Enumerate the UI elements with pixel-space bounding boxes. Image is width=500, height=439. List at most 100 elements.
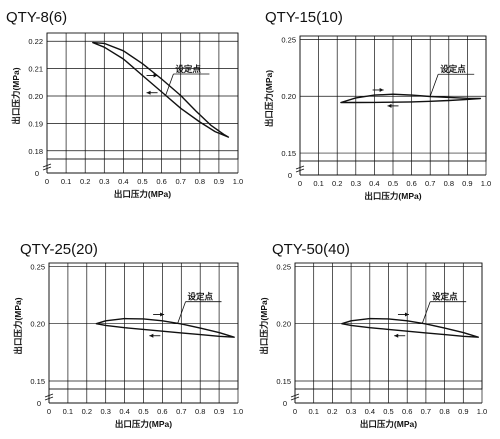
arrow-head: [149, 333, 154, 338]
x-axis-label: 出口压力(MPa): [114, 189, 171, 199]
y-axis-label: 出口压力(MPa): [11, 67, 21, 124]
arrow-head: [146, 90, 151, 95]
y-tick-label: 0.25: [276, 262, 291, 271]
y-tick-label: 0.15: [30, 377, 45, 386]
x-tick-label: 0: [45, 177, 49, 186]
y-axis-label: 出口压力(MPa): [264, 70, 274, 127]
plot-frame: [46, 32, 239, 160]
x-tick-label: 0.1: [61, 177, 71, 186]
x-axis-label: 出口压力(MPa): [115, 419, 172, 429]
y-zero-label: 0: [288, 171, 292, 180]
setpoint-label: 设定点: [440, 64, 466, 74]
axis-break-mark: [290, 393, 300, 401]
x-tick-label: 0.9: [214, 177, 224, 186]
x-tick-label: 0.7: [425, 179, 435, 188]
axis-break-mark: [295, 165, 305, 173]
y-axis-label: 出口压力(MPa): [259, 297, 269, 354]
x-tick-label: 0.4: [119, 407, 129, 416]
x-tick-label: 0.9: [458, 407, 468, 416]
x-tick-label: 0.5: [138, 407, 148, 416]
x-tick-label: 0.2: [80, 177, 90, 186]
x-tick-label: 1.0: [481, 179, 491, 188]
chart-title: QTY-50(40): [272, 241, 350, 258]
x-tick-label: 0.8: [195, 177, 205, 186]
x-tick-label: 0.8: [444, 179, 454, 188]
x-tick-label: 0.5: [137, 177, 147, 186]
arrow-head: [404, 312, 409, 317]
setpoint-label: 设定点: [175, 64, 201, 74]
y-tick-label: 0.20: [30, 320, 45, 329]
x-tick-label: 0.5: [383, 407, 393, 416]
y-tick-label: 0.18: [28, 147, 43, 156]
y-tick-label: 0.20: [28, 92, 43, 101]
chart-panel: QTY-50(40) 0 0.1 0.2 0.3 0.4 0.5 0.6 0.7 0.8 0.9 1.…: [259, 241, 487, 429]
x-tick-label: 0.3: [100, 407, 110, 416]
x-tick-label: 0.8: [195, 407, 205, 416]
x-tick-label: 1.0: [233, 407, 243, 416]
y-zero-label: 0: [37, 399, 41, 408]
setpoint-leader: [429, 74, 439, 97]
x-tick-label: 0.2: [82, 407, 92, 416]
plot-frame: [294, 262, 483, 390]
x-tick-label: 0.8: [439, 407, 449, 416]
y-tick-label: 0.20: [281, 92, 296, 101]
arrow-head: [394, 333, 399, 338]
chart-title: QTY-8(6): [6, 9, 67, 26]
x-tick-label: 0.7: [421, 407, 431, 416]
x-tick-label: 0.3: [346, 407, 356, 416]
x-tick-label: 0.4: [118, 177, 128, 186]
y-zero-label: 0: [283, 399, 287, 408]
arrow-head: [387, 103, 392, 108]
hysteresis-loop: [95, 317, 235, 338]
setpoint-label: 设定点: [432, 292, 458, 302]
x-tick-label: 0.9: [462, 179, 472, 188]
plot-frame: [48, 262, 239, 390]
hysteresis-loop: [340, 93, 482, 104]
x-tick-label: 0.6: [156, 177, 166, 186]
chart-panel: QTY-25(20) 0 0.1 0.2 0.3 0.4 0.5 0.6 0.7 0.8 0.9 1.…: [13, 241, 243, 429]
x-tick-label: 0.4: [365, 407, 375, 416]
setpoint-leader: [177, 301, 186, 324]
x-tick-label: 0.2: [332, 179, 342, 188]
chart-panel: QTY-15(10) 0 0.1 0.2 0.3 0.4 0.5 0.6 0.7 0.8 0.9 1.…: [264, 9, 491, 201]
y-tick-label: 0.21: [28, 65, 43, 74]
x-tick-label: 0.3: [351, 179, 361, 188]
x-axis-label: 出口压力(MPa): [364, 191, 421, 201]
y-tick-label: 0.15: [281, 149, 296, 158]
x-tick-label: 0.6: [406, 179, 416, 188]
arrow-head: [160, 312, 165, 317]
x-tick-label: 0.1: [308, 407, 318, 416]
x-tick-label: 0: [293, 407, 297, 416]
chart-title: QTY-15(10): [265, 9, 343, 26]
x-axis-label: 出口压力(MPa): [360, 419, 417, 429]
x-tick-label: 0.7: [176, 407, 186, 416]
x-tick-label: 1.0: [477, 407, 487, 416]
y-axis-label: 出口压力(MPa): [13, 297, 23, 354]
plot-frame: [299, 35, 487, 162]
y-tick-label: 0.25: [281, 35, 296, 44]
x-tick-label: 0.5: [388, 179, 398, 188]
chart-title: QTY-25(20): [20, 241, 98, 258]
y-tick-label: 0.15: [276, 377, 291, 386]
hysteresis-loop: [341, 317, 479, 338]
x-tick-label: 0.3: [99, 177, 109, 186]
axis-break-mark: [44, 393, 54, 401]
setpoint-label: 设定点: [188, 292, 214, 302]
x-tick-label: 0.9: [214, 407, 224, 416]
x-tick-label: 0.1: [63, 407, 73, 416]
setpoint-leader: [165, 73, 174, 97]
y-tick-label: 0.22: [28, 37, 43, 46]
axis-break-mark: [42, 163, 52, 171]
x-tick-label: 0.7: [175, 177, 185, 186]
y-tick-label: 0.25: [30, 262, 45, 271]
x-tick-label: 0.6: [157, 407, 167, 416]
y-tick-label: 0.20: [276, 320, 291, 329]
x-tick-label: 1.0: [233, 177, 243, 186]
hysteresis-loop: [92, 41, 230, 138]
y-tick-label: 0.19: [28, 119, 43, 128]
arrow-head: [153, 73, 158, 78]
arrow-head: [379, 87, 384, 92]
setpoint-leader: [421, 301, 431, 324]
x-tick-label: 0.2: [327, 407, 337, 416]
